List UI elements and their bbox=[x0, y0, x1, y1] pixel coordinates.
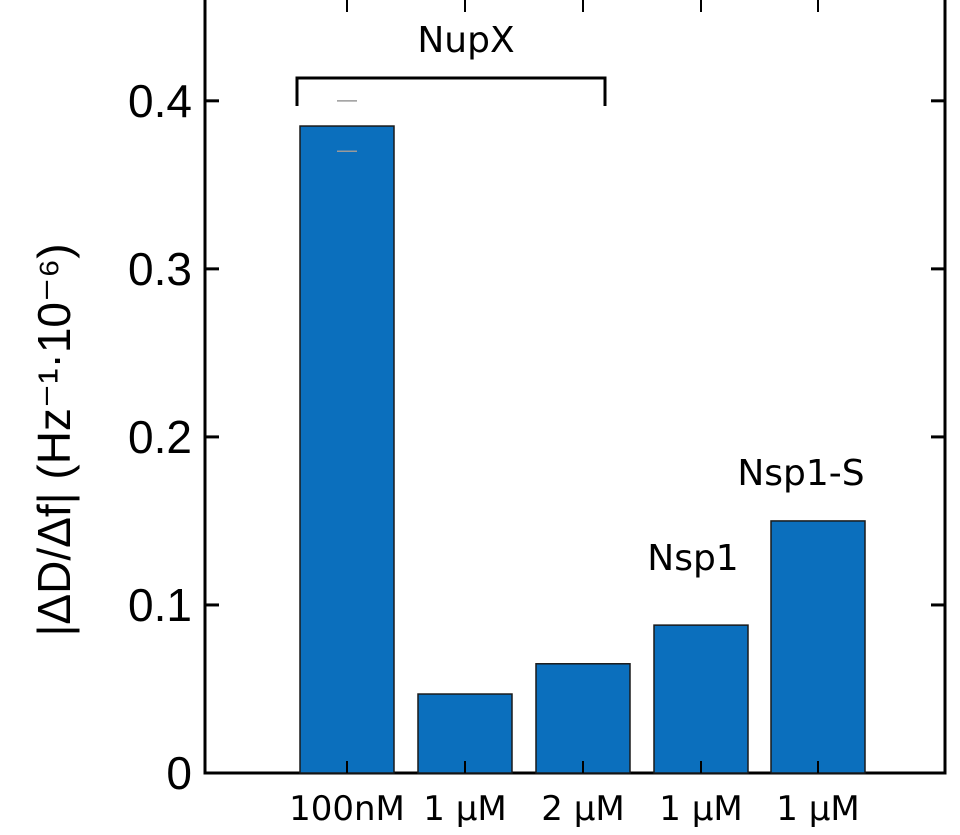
nupx-bracket-line bbox=[295, 76, 607, 106]
y-ticks: 0 0.1 0.2 0.3 0.4 bbox=[128, 75, 945, 799]
bars-group bbox=[299, 100, 866, 774]
y-tick-label: 0.4 bbox=[128, 75, 192, 127]
y-tick-label: 0.2 bbox=[128, 411, 192, 463]
nupx-bracket: NupX bbox=[295, 20, 607, 106]
nsp1-label: Nsp1 bbox=[647, 538, 738, 579]
x-tick-label: 1 µM bbox=[423, 789, 506, 829]
bar bbox=[653, 624, 749, 774]
x-tick-label: 2 µM bbox=[541, 789, 624, 829]
nupx-label: NupX bbox=[417, 20, 514, 61]
y-tick-label: 0.3 bbox=[128, 243, 192, 295]
x-tick-label: 100nM bbox=[289, 789, 405, 829]
x-tick-label: 1 µM bbox=[659, 789, 742, 829]
y-tick-label: 0 bbox=[166, 747, 192, 799]
bar bbox=[770, 520, 866, 774]
bar bbox=[299, 125, 395, 774]
bar bbox=[417, 693, 513, 774]
y-tick-label: 0.1 bbox=[128, 579, 192, 631]
y-axis-label: |ΔD/Δf| (Hz⁻¹·10⁻⁶) bbox=[28, 243, 80, 636]
x-tick-label: 1 µM bbox=[776, 789, 859, 829]
nsp1-s-label: Nsp1-S bbox=[737, 453, 864, 494]
bar bbox=[535, 663, 631, 774]
x-ticks: 100nM 1 µM 2 µM 1 µM 1 µM bbox=[289, 0, 860, 829]
